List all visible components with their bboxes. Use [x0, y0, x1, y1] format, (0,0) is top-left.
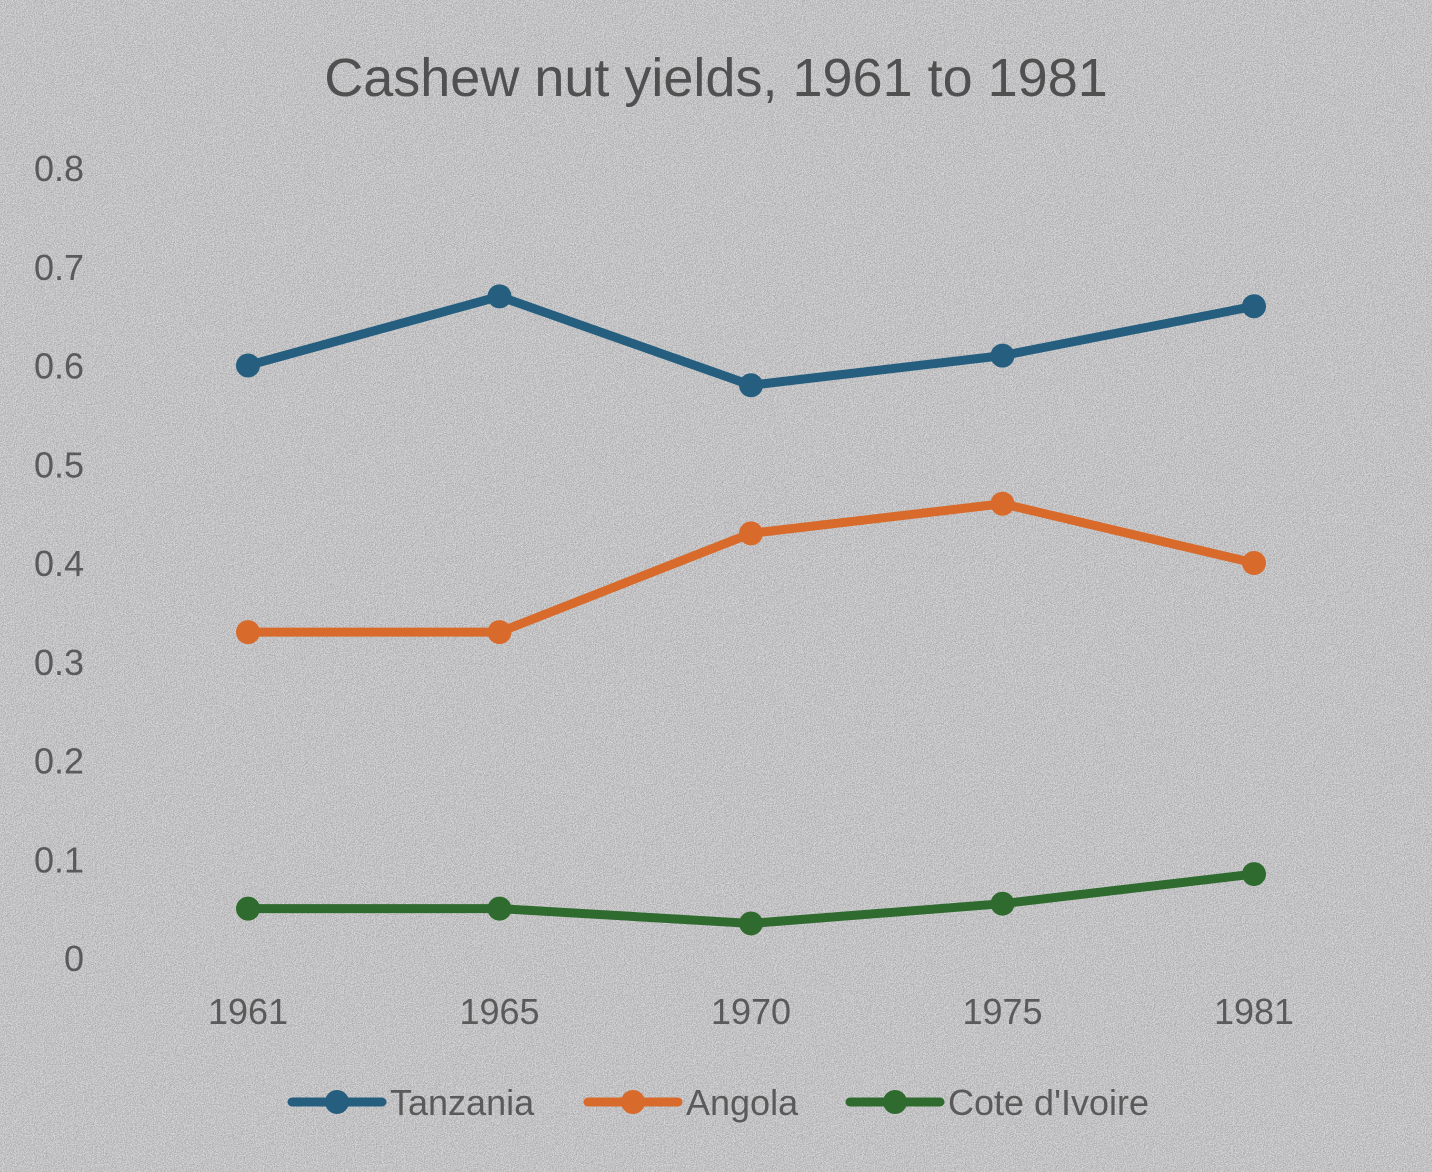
data-point-angola[interactable] [990, 491, 1015, 516]
legend: Tanzania Angola Cote d'Ivoire [287, 1082, 1149, 1123]
legend-item-tanzania[interactable]: Tanzania [287, 1082, 535, 1123]
x-tick-label: 1965 [459, 991, 539, 1032]
y-axis: 0 0.1 0.2 0.3 0.4 0.5 0.6 0.7 0.8 [34, 148, 84, 979]
legend-label: Cote d'Ivoire [948, 1082, 1149, 1123]
legend-marker-icon [325, 1090, 349, 1114]
legend-label: Angola [686, 1082, 799, 1123]
legend-marker-icon [621, 1090, 645, 1114]
data-point-tanzania[interactable] [1242, 294, 1266, 319]
data-point-cote-d-ivoire[interactable] [1242, 862, 1266, 887]
x-axis: 1961 1965 1970 1975 1981 [208, 991, 1294, 1032]
x-tick-label: 1970 [711, 991, 791, 1032]
y-tick-label: 0.6 [34, 346, 84, 387]
x-tick-label: 1975 [962, 991, 1042, 1032]
series-cote-d-ivoire [236, 862, 1266, 936]
series-angola [236, 491, 1266, 645]
data-point-angola[interactable] [487, 620, 512, 645]
data-point-cote-d-ivoire[interactable] [236, 896, 260, 921]
data-point-angola[interactable] [1242, 551, 1266, 575]
legend-marker-icon [883, 1090, 907, 1114]
y-tick-label: 0.3 [34, 642, 84, 683]
data-point-cote-d-ivoire[interactable] [739, 911, 763, 936]
data-point-tanzania[interactable] [990, 343, 1015, 368]
data-point-tanzania[interactable] [487, 284, 512, 309]
y-tick-label: 0.7 [34, 247, 84, 288]
series-tanzania [236, 284, 1266, 398]
series-layer [236, 284, 1266, 936]
x-tick-label: 1961 [208, 991, 288, 1032]
data-point-angola[interactable] [739, 521, 763, 546]
legend-item-cote-d-ivoire[interactable]: Cote d'Ivoire [845, 1082, 1149, 1123]
legend-item-angola[interactable]: Angola [583, 1082, 799, 1123]
y-tick-label: 0.4 [34, 543, 84, 584]
y-tick-label: 0.2 [34, 741, 84, 782]
y-tick-label: 0.8 [34, 148, 84, 189]
data-point-tanzania[interactable] [236, 353, 260, 378]
data-point-tanzania[interactable] [739, 373, 763, 398]
y-tick-label: 0.5 [34, 444, 84, 485]
data-point-cote-d-ivoire[interactable] [487, 896, 512, 921]
chart-title: Cashew nut yields, 1961 to 1981 [324, 48, 1108, 108]
legend-label: Tanzania [390, 1082, 535, 1123]
data-point-cote-d-ivoire[interactable] [990, 891, 1015, 916]
y-tick-label: 0.1 [34, 839, 84, 880]
data-point-angola[interactable] [236, 620, 260, 645]
x-tick-label: 1981 [1214, 991, 1294, 1032]
y-tick-label: 0 [64, 938, 84, 979]
